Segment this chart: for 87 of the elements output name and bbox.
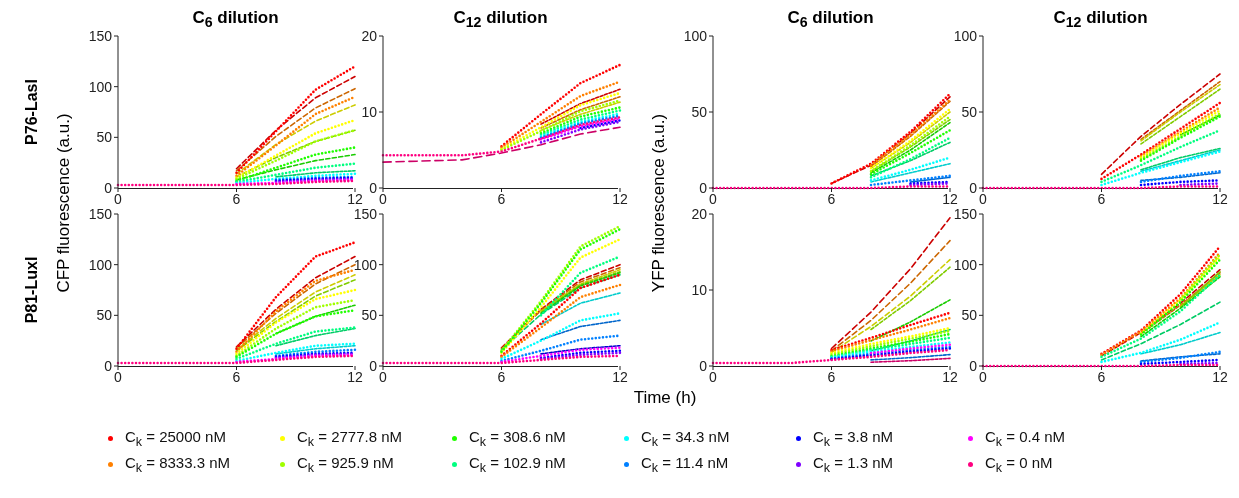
- x-tick-label: 6: [1097, 368, 1106, 385]
- x-tick-label: 6: [232, 368, 241, 385]
- y-tick-label: 50: [691, 103, 708, 120]
- chart-title: C$_{12}$ dilution: [1052, 8, 1149, 31]
- x-axis-title: Time (h): [633, 388, 697, 408]
- legend-label: C$_{k}$ = 0 nM: [985, 453, 1053, 475]
- y-tick-label: 0: [969, 357, 978, 374]
- y-tick-label: 0: [699, 179, 708, 196]
- line-series: [1100, 321, 1222, 364]
- y-tick-label: 100: [953, 256, 978, 273]
- line-series: [235, 153, 356, 181]
- y-tick-label: 100: [88, 78, 113, 95]
- y-tick-label: 10: [361, 103, 378, 120]
- line-series: [830, 258, 951, 354]
- line-series: [235, 162, 357, 184]
- line-series: [235, 118, 357, 180]
- legend-label: C$_{k}$ = 102.9 nM: [469, 453, 566, 475]
- y-tick-label: 0: [369, 179, 378, 196]
- line-series: [500, 346, 622, 364]
- line-series: [500, 312, 622, 361]
- legend-label: C$_{k}$ = 2777.8 nM: [297, 427, 403, 449]
- y-tick-label: 50: [961, 307, 978, 324]
- legend-label: C$_{k}$ = 1.3 nM: [813, 453, 894, 475]
- x-tick-label: 6: [232, 190, 241, 207]
- y-tick-label: 150: [88, 205, 113, 222]
- line-series: [235, 326, 357, 361]
- x-tick-label: 12: [942, 368, 958, 385]
- line-series: [235, 342, 357, 363]
- y-tick-label: 20: [691, 205, 708, 222]
- text: P76-LasI: [23, 79, 41, 145]
- line-series: [830, 341, 952, 359]
- legend-label: C$_{k}$ = 8333.3 nM: [125, 453, 231, 475]
- x-tick-label: 6: [497, 190, 506, 207]
- x-tick-label: 12: [942, 190, 958, 207]
- y-tick-label: 0: [369, 357, 378, 374]
- line-series: [235, 104, 356, 175]
- line-series: [235, 288, 357, 356]
- y-tick-label: 50: [96, 307, 113, 324]
- y-axis-title: YFP fluorescence (a.u.): [649, 113, 669, 293]
- x-tick-label: 12: [1212, 368, 1228, 385]
- line-series: [1100, 301, 1221, 361]
- chart-title: C$_{6}$ dilution: [786, 8, 875, 31]
- y-tick-label: 100: [353, 256, 378, 273]
- legend-label: C$_{k}$ = 3.8 nM: [813, 427, 894, 449]
- y-tick-label: 50: [961, 103, 978, 120]
- y-tick-label: 0: [969, 179, 978, 196]
- y-tick-label: 100: [683, 27, 708, 44]
- text: P81-LuxI: [23, 256, 41, 324]
- y-tick-label: 0: [104, 357, 113, 374]
- line-series: [382, 126, 621, 163]
- line-series: [235, 172, 357, 185]
- y-tick-label: 50: [361, 307, 378, 324]
- legend-label: C$_{k}$ = 25000 nM: [125, 427, 226, 449]
- legend-label: C$_{k}$ = 308.6 nM: [469, 427, 566, 449]
- x-tick-label: 6: [827, 190, 836, 207]
- legend-label: C$_{k}$ = 34.3 nM: [641, 427, 730, 449]
- line-series: [1100, 73, 1221, 176]
- line-series: [830, 239, 951, 352]
- line-series: [500, 63, 622, 148]
- x-tick-label: 6: [1097, 190, 1106, 207]
- x-tick-label: 12: [347, 190, 363, 207]
- y-tick-label: 150: [88, 27, 113, 44]
- x-tick-label: 12: [612, 368, 628, 385]
- y-axis-title: CFP fluorescence (a.u.): [54, 113, 74, 293]
- y-tick-label: 20: [361, 27, 378, 44]
- legend-label: C$_{k}$ = 11.4 nM: [641, 453, 729, 475]
- x-tick-label: 12: [1212, 190, 1228, 207]
- x-tick-label: 6: [497, 368, 506, 385]
- y-tick-label: 50: [96, 129, 113, 146]
- x-tick-label: 6: [827, 368, 836, 385]
- chart-title: C$_{6}$ dilution: [191, 8, 280, 31]
- chart-title: C$_{12}$ dilution: [452, 8, 549, 31]
- x-tick-label: 12: [612, 190, 628, 207]
- line-series: [1100, 101, 1222, 181]
- y-tick-label: 100: [88, 256, 113, 273]
- y-tick-label: 0: [104, 179, 113, 196]
- legend-label: C$_{k}$ = 0.4 nM: [985, 427, 1066, 449]
- line-series: [1100, 150, 1222, 187]
- y-tick-label: 150: [353, 205, 378, 222]
- line-series: [830, 217, 951, 350]
- legend-label: C$_{k}$ = 925.9 nM: [297, 453, 394, 475]
- y-tick-label: 0: [699, 357, 708, 374]
- line-series: [235, 146, 357, 183]
- y-tick-label: 10: [691, 281, 708, 298]
- y-tick-label: 150: [953, 205, 978, 222]
- x-tick-label: 12: [347, 368, 363, 385]
- y-tick-label: 100: [953, 27, 978, 44]
